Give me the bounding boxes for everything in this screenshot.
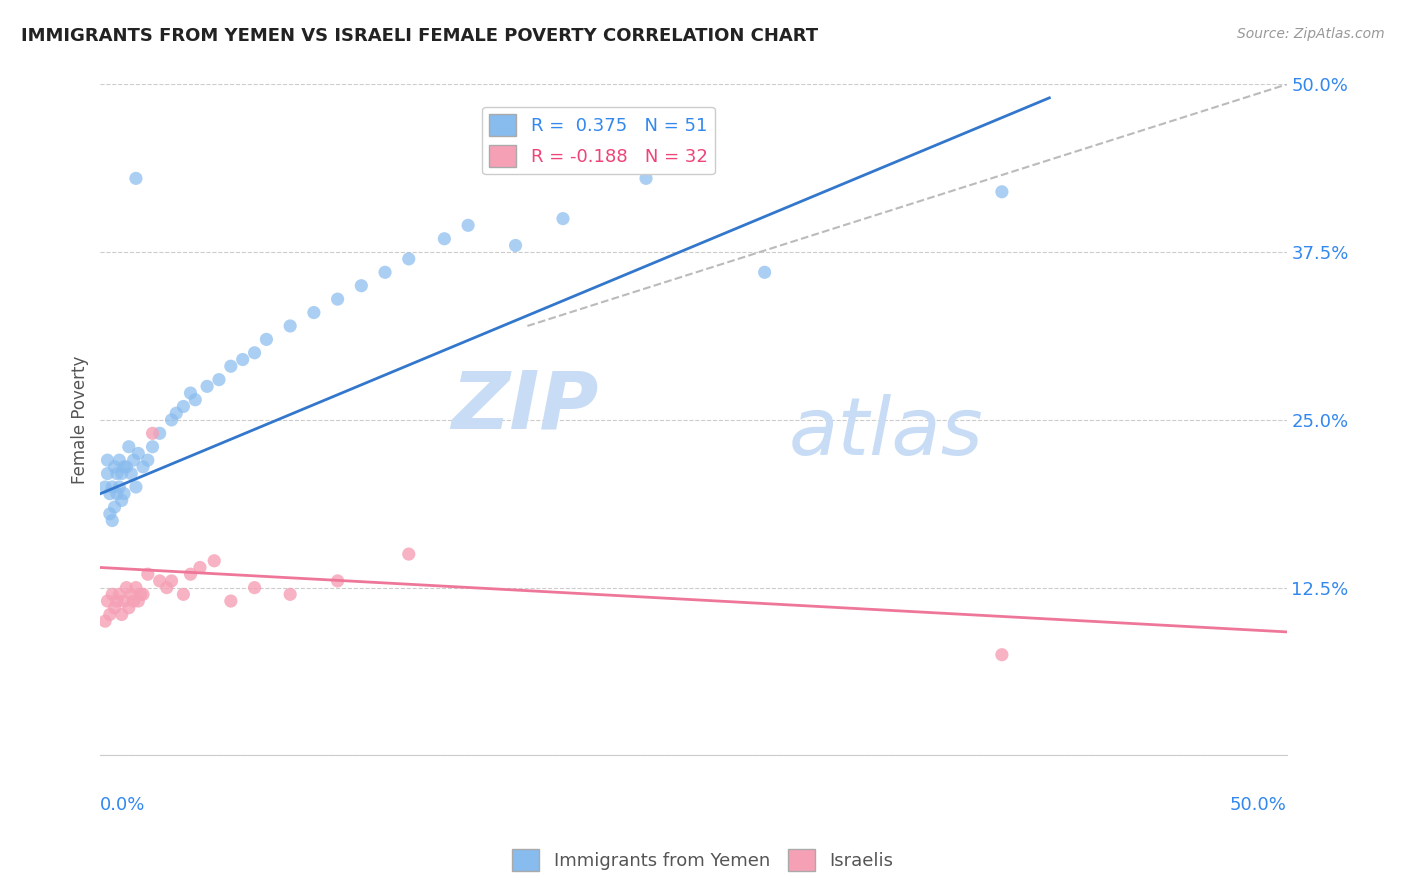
- Point: [98, 607, 121, 622]
- Point: [991, 185, 1014, 199]
- Point: [125, 171, 148, 186]
- Point: [94, 614, 117, 628]
- Point: [160, 413, 183, 427]
- Point: [991, 648, 1014, 662]
- Point: [105, 594, 128, 608]
- Point: [108, 587, 131, 601]
- Text: Source: ZipAtlas.com: Source: ZipAtlas.com: [1237, 27, 1385, 41]
- Point: [243, 581, 266, 595]
- Point: [129, 587, 152, 601]
- Legend: R =  0.375   N = 51, R = -0.188   N = 32: R = 0.375 N = 51, R = -0.188 N = 32: [482, 107, 716, 175]
- Point: [136, 567, 159, 582]
- Point: [232, 352, 254, 367]
- Point: [172, 587, 194, 601]
- Text: atlas: atlas: [789, 394, 983, 472]
- Point: [120, 587, 142, 601]
- Point: [103, 600, 125, 615]
- Y-axis label: Female Poverty: Female Poverty: [72, 356, 89, 484]
- Point: [457, 219, 479, 233]
- Point: [115, 459, 138, 474]
- Point: [160, 574, 183, 588]
- Point: [112, 459, 135, 474]
- Point: [634, 171, 657, 186]
- Point: [179, 386, 201, 401]
- Point: [149, 574, 172, 588]
- Point: [156, 581, 179, 595]
- Point: [141, 440, 163, 454]
- Point: [433, 232, 456, 246]
- Point: [398, 547, 420, 561]
- Point: [195, 379, 218, 393]
- Point: [118, 440, 141, 454]
- Text: 0.0%: 0.0%: [100, 796, 146, 814]
- Point: [612, 131, 634, 145]
- Point: [149, 426, 172, 441]
- Point: [115, 581, 138, 595]
- Point: [326, 292, 349, 306]
- Point: [122, 594, 145, 608]
- Point: [208, 373, 231, 387]
- Text: ZIP: ZIP: [451, 368, 599, 445]
- Point: [96, 594, 118, 608]
- Point: [112, 594, 135, 608]
- Point: [118, 600, 141, 615]
- Point: [111, 493, 134, 508]
- Point: [112, 486, 135, 500]
- Point: [120, 467, 142, 481]
- Point: [254, 332, 277, 346]
- Point: [184, 392, 207, 407]
- Point: [132, 459, 155, 474]
- Point: [125, 480, 148, 494]
- Point: [122, 453, 145, 467]
- Point: [505, 238, 527, 252]
- Point: [103, 459, 125, 474]
- Point: [179, 567, 201, 582]
- Point: [350, 278, 373, 293]
- Point: [96, 467, 118, 481]
- Point: [754, 265, 776, 279]
- Point: [105, 467, 128, 481]
- Point: [94, 480, 117, 494]
- Point: [132, 587, 155, 601]
- Point: [111, 467, 134, 481]
- Point: [127, 446, 149, 460]
- Point: [165, 406, 187, 420]
- Point: [202, 554, 225, 568]
- Point: [108, 453, 131, 467]
- Legend: Immigrants from Yemen, Israelis: Immigrants from Yemen, Israelis: [505, 842, 901, 879]
- Point: [278, 318, 301, 333]
- Point: [374, 265, 396, 279]
- Point: [302, 305, 325, 319]
- Point: [398, 252, 420, 266]
- Point: [551, 211, 574, 226]
- Point: [141, 426, 163, 441]
- Point: [278, 587, 301, 601]
- Point: [243, 346, 266, 360]
- Point: [136, 453, 159, 467]
- Point: [108, 480, 131, 494]
- Point: [188, 560, 211, 574]
- Point: [105, 486, 128, 500]
- Point: [127, 594, 149, 608]
- Point: [125, 581, 148, 595]
- Point: [98, 507, 121, 521]
- Point: [111, 607, 134, 622]
- Point: [103, 500, 125, 515]
- Point: [101, 514, 124, 528]
- Point: [172, 400, 194, 414]
- Point: [101, 587, 124, 601]
- Point: [98, 486, 121, 500]
- Point: [219, 359, 242, 374]
- Text: 50.0%: 50.0%: [1230, 796, 1286, 814]
- Point: [96, 453, 118, 467]
- Point: [219, 594, 242, 608]
- Point: [326, 574, 349, 588]
- Text: IMMIGRANTS FROM YEMEN VS ISRAELI FEMALE POVERTY CORRELATION CHART: IMMIGRANTS FROM YEMEN VS ISRAELI FEMALE …: [21, 27, 818, 45]
- Point: [101, 480, 124, 494]
